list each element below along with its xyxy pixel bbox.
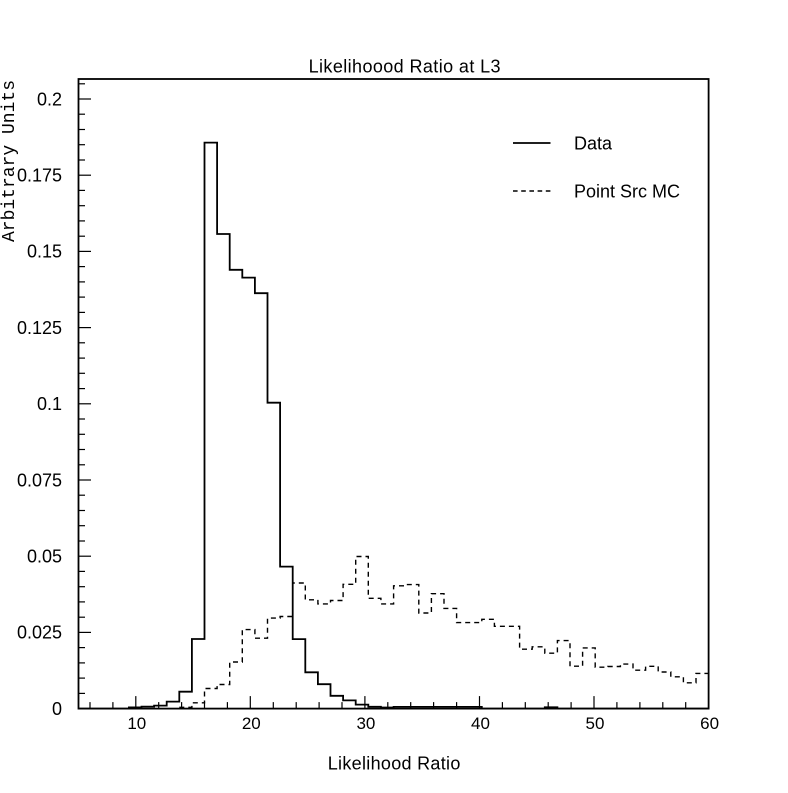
svg-text:Likelihoood Ratio at L3: Likelihoood Ratio at L3 — [309, 57, 501, 77]
svg-text:0.05: 0.05 — [27, 547, 62, 567]
svg-text:60: 60 — [700, 714, 719, 733]
svg-text:0.025: 0.025 — [17, 623, 62, 643]
svg-text:0: 0 — [52, 699, 62, 719]
svg-text:10: 10 — [127, 714, 146, 733]
svg-text:0.1: 0.1 — [37, 394, 62, 414]
svg-text:Point Src MC: Point Src MC — [574, 181, 680, 201]
svg-text:0.15: 0.15 — [27, 242, 62, 262]
svg-text:0.075: 0.075 — [17, 470, 62, 490]
svg-text:0.175: 0.175 — [17, 166, 62, 186]
svg-text:30: 30 — [356, 714, 375, 733]
svg-text:20: 20 — [242, 714, 261, 733]
svg-text:0.125: 0.125 — [17, 318, 62, 338]
svg-text:Likelihood Ratio: Likelihood Ratio — [328, 754, 461, 774]
svg-text:0.2: 0.2 — [37, 89, 62, 109]
svg-text:Data: Data — [574, 133, 613, 153]
svg-text:50: 50 — [586, 714, 605, 733]
svg-text:40: 40 — [471, 714, 490, 733]
svg-text:Arbitrary Units: Arbitrary Units — [0, 80, 20, 242]
